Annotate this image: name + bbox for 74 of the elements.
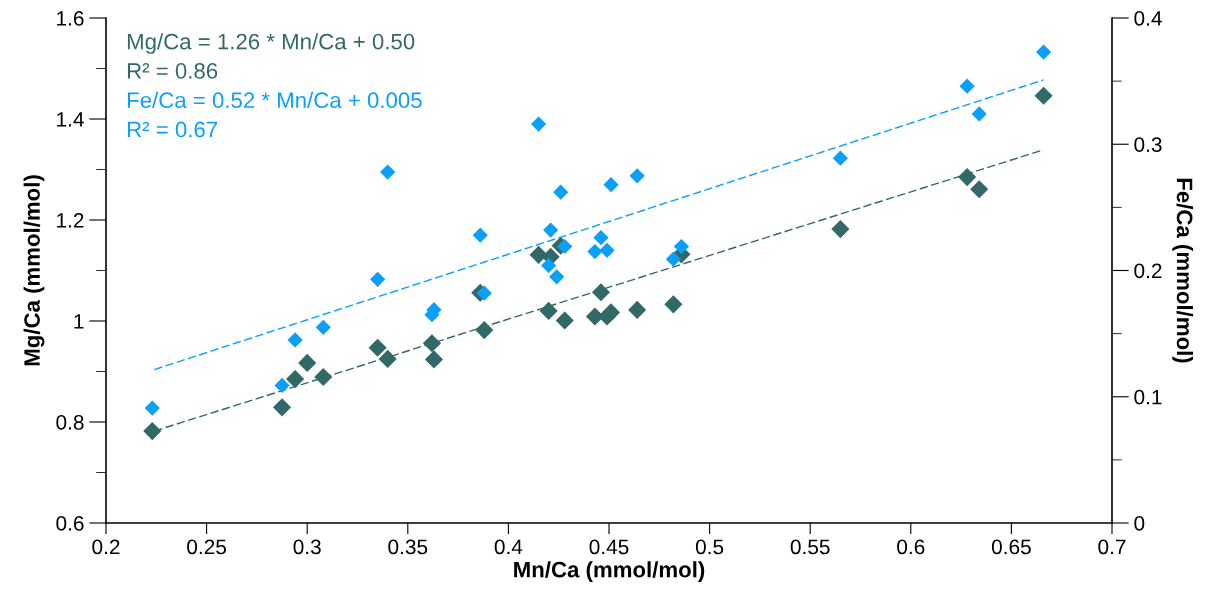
y-axis-title: Mg/Ca (mmol/mol)	[23, 175, 45, 366]
x-tick-label: 0.3	[293, 539, 321, 555]
point	[424, 350, 444, 369]
point	[274, 377, 290, 393]
x-tick-label: 0.6	[897, 539, 925, 555]
point	[543, 222, 559, 238]
x-tick-label: 0.4	[494, 539, 523, 555]
y-tick-label: 0.8	[56, 415, 84, 430]
y2-tick-label: 0.2	[1134, 263, 1162, 279]
x-tick-label: 0.45	[589, 539, 629, 555]
y2-tick-label: 0	[1134, 516, 1145, 531]
x-tick-label: 0.65	[991, 539, 1031, 555]
point	[298, 353, 317, 372]
point	[629, 168, 645, 184]
point	[422, 334, 441, 353]
y-tick-label: 1	[74, 314, 84, 329]
y-tick-label: 1.2	[57, 213, 84, 228]
annotation: Mg/Ca = 1.26 * Mn/Ca + 0.50	[127, 33, 415, 54]
x-tick-label: 0.7	[1098, 539, 1126, 555]
point	[472, 227, 488, 243]
point	[315, 319, 331, 335]
point	[549, 269, 565, 285]
point	[530, 116, 547, 132]
y2-tick-label: 0.3	[1134, 137, 1162, 152]
x-tick-label: 0.25	[187, 539, 226, 555]
point	[601, 303, 621, 322]
point	[475, 321, 494, 340]
y-tick-label: 0.6	[56, 516, 84, 531]
point	[673, 238, 690, 255]
point	[971, 106, 987, 122]
x-tick-label: 0.35	[388, 539, 428, 555]
point	[970, 180, 989, 199]
annotation: R² = 0.67	[127, 121, 218, 138]
point	[591, 283, 611, 302]
point	[831, 220, 850, 239]
point	[628, 300, 647, 319]
y-tick-label: 1.4	[57, 112, 84, 127]
point	[143, 422, 162, 441]
point	[476, 285, 492, 301]
point	[1034, 86, 1053, 105]
point	[555, 311, 574, 330]
point	[665, 251, 681, 267]
point	[664, 295, 683, 314]
point	[380, 164, 396, 180]
point	[539, 301, 558, 320]
annotation: R² = 0.86	[127, 63, 218, 79]
point	[593, 230, 609, 246]
point	[144, 400, 160, 416]
x-tick-label: 0.55	[790, 539, 830, 555]
point	[370, 271, 386, 287]
point	[378, 349, 397, 368]
point	[603, 177, 619, 193]
point	[273, 398, 292, 417]
point	[553, 184, 569, 200]
point	[541, 257, 557, 274]
x-axis-title: Mn/Ca (mmol/mol)	[514, 561, 705, 582]
point	[599, 242, 615, 258]
point	[958, 168, 977, 187]
point	[286, 370, 305, 389]
y2-axis-title: Fe/Ca (mmol/mol)	[1172, 178, 1194, 363]
y2-tick-label: 0.4	[1134, 11, 1162, 26]
x-tick-label: 0.5	[695, 539, 724, 555]
annotation: Fe/Ca = 0.52 * Mn/Ca + 0.005	[127, 91, 422, 109]
point	[832, 150, 848, 166]
point	[1035, 44, 1052, 60]
point	[557, 238, 573, 255]
point	[959, 78, 975, 94]
y-tick-label: 1.6	[57, 11, 84, 26]
point	[287, 332, 303, 348]
point	[587, 243, 603, 260]
y2-tick-label: 0.1	[1134, 389, 1162, 405]
x-tick-label: 0.2	[92, 539, 120, 555]
point	[368, 338, 387, 357]
point	[314, 368, 333, 387]
